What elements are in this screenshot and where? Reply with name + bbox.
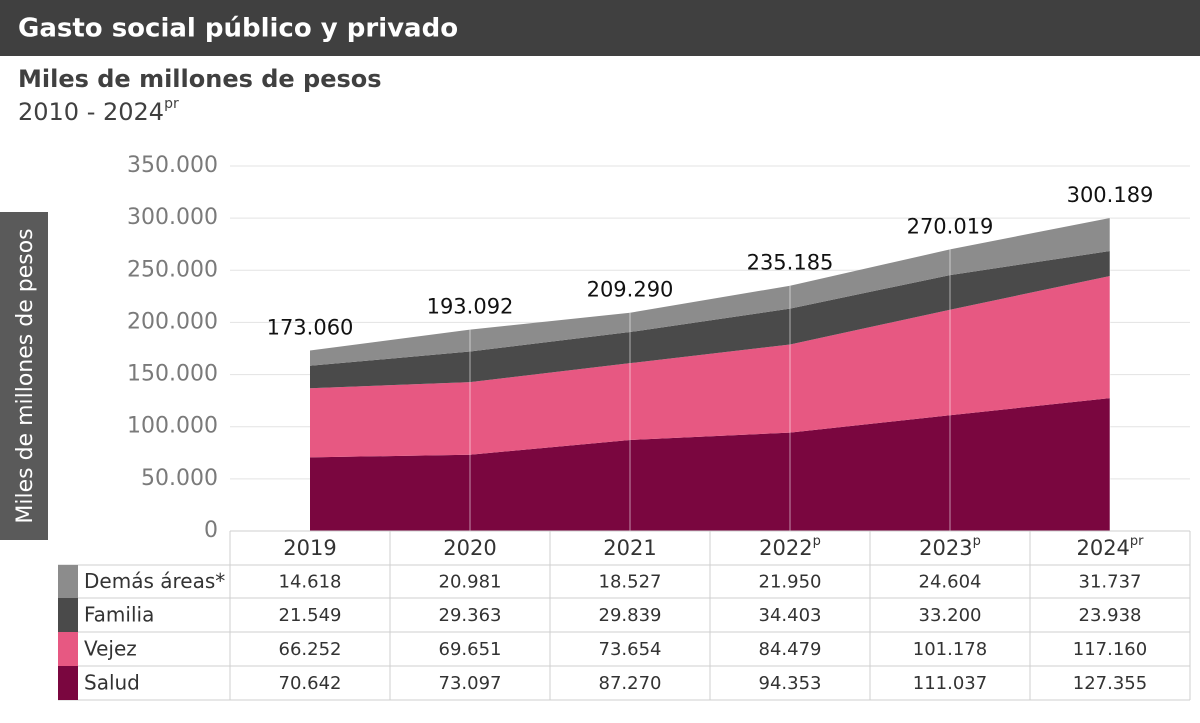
table-value: 20.981 [439, 572, 502, 593]
category: 2021 [603, 536, 656, 560]
category: 2024 [1076, 536, 1129, 560]
total-label: 235.185 [747, 251, 834, 275]
category-note: pr [1130, 534, 1144, 549]
legend-label: Vejez [84, 637, 137, 661]
table-value: 73.097 [439, 673, 502, 694]
period-note: pr [164, 96, 179, 112]
legend-swatch [58, 666, 78, 700]
legend-label: Salud [84, 671, 140, 695]
y-tick-label: 0 [204, 518, 218, 543]
y-tick-label: 100.000 [127, 414, 218, 439]
table-value: 69.651 [439, 639, 502, 660]
x-tick-label: 2024pr [1076, 534, 1144, 561]
x-tick-label: 2020 [443, 536, 496, 560]
category-note: p [973, 534, 981, 549]
period: 2010 - 2024pr [18, 96, 179, 126]
table-value: 29.839 [599, 605, 662, 626]
y-tick-label: 200.000 [127, 309, 218, 334]
y-tick-label: 300.000 [127, 205, 218, 230]
table-value: 21.549 [279, 605, 342, 626]
chart-title: Gasto social público y privado [18, 14, 458, 44]
area [310, 217, 1110, 366]
table-value: 21.950 [759, 572, 822, 593]
legend-swatch [58, 565, 78, 598]
legend-label: Demás áreas* [84, 569, 225, 593]
title-bar [0, 0, 1200, 56]
x-tick-label: 2022p [759, 534, 821, 561]
table-value: 23.938 [1079, 605, 1142, 626]
table-value: 70.642 [279, 673, 342, 694]
table-value: 94.353 [759, 673, 822, 694]
y-axis-label: Miles de millones de pesos [13, 228, 38, 523]
legend-label: Familia [84, 603, 154, 627]
table-value: 84.479 [759, 639, 822, 660]
category: 2019 [283, 536, 336, 560]
table-value: 127.355 [1073, 673, 1147, 694]
subtitle: Miles de millones de pesos [18, 65, 382, 93]
category-note: p [813, 534, 821, 549]
total-label: 173.060 [267, 316, 354, 340]
category: 2023 [919, 536, 972, 560]
total-label: 209.290 [587, 278, 674, 302]
table-value: 66.252 [279, 639, 342, 660]
y-tick-label: 250.000 [127, 257, 218, 282]
y-tick-label: 350.000 [127, 153, 218, 178]
table-value: 18.527 [599, 572, 662, 593]
total-label: 300.189 [1067, 183, 1154, 207]
table-value: 29.363 [439, 605, 502, 626]
category: 2022 [759, 536, 812, 560]
table-value: 87.270 [599, 673, 662, 694]
x-tick-label: 2019 [283, 536, 336, 560]
total-label: 193.092 [427, 295, 514, 319]
period-text: 2010 - 2024 [18, 98, 164, 126]
area [310, 251, 1110, 389]
table-value: 33.200 [919, 605, 982, 626]
table-value: 31.737 [1079, 572, 1142, 593]
y-tick-label: 150.000 [127, 362, 218, 387]
table-value: 24.604 [919, 572, 982, 593]
y-label-box [0, 212, 48, 540]
x-tick-label: 2023p [919, 534, 981, 561]
table-value: 34.403 [759, 605, 822, 626]
area [310, 398, 1110, 531]
legend-swatch [58, 598, 78, 632]
y-tick-label: 50.000 [141, 466, 218, 491]
x-tick-label: 2021 [603, 536, 656, 560]
table-value: 73.654 [599, 639, 662, 660]
total-label: 270.019 [907, 214, 994, 238]
table-value: 14.618 [279, 572, 342, 593]
table-value: 111.037 [913, 673, 987, 694]
legend-swatch [58, 632, 78, 666]
table-value: 117.160 [1073, 639, 1147, 660]
area [310, 276, 1110, 458]
category: 2020 [443, 536, 496, 560]
table-value: 101.178 [913, 639, 987, 660]
